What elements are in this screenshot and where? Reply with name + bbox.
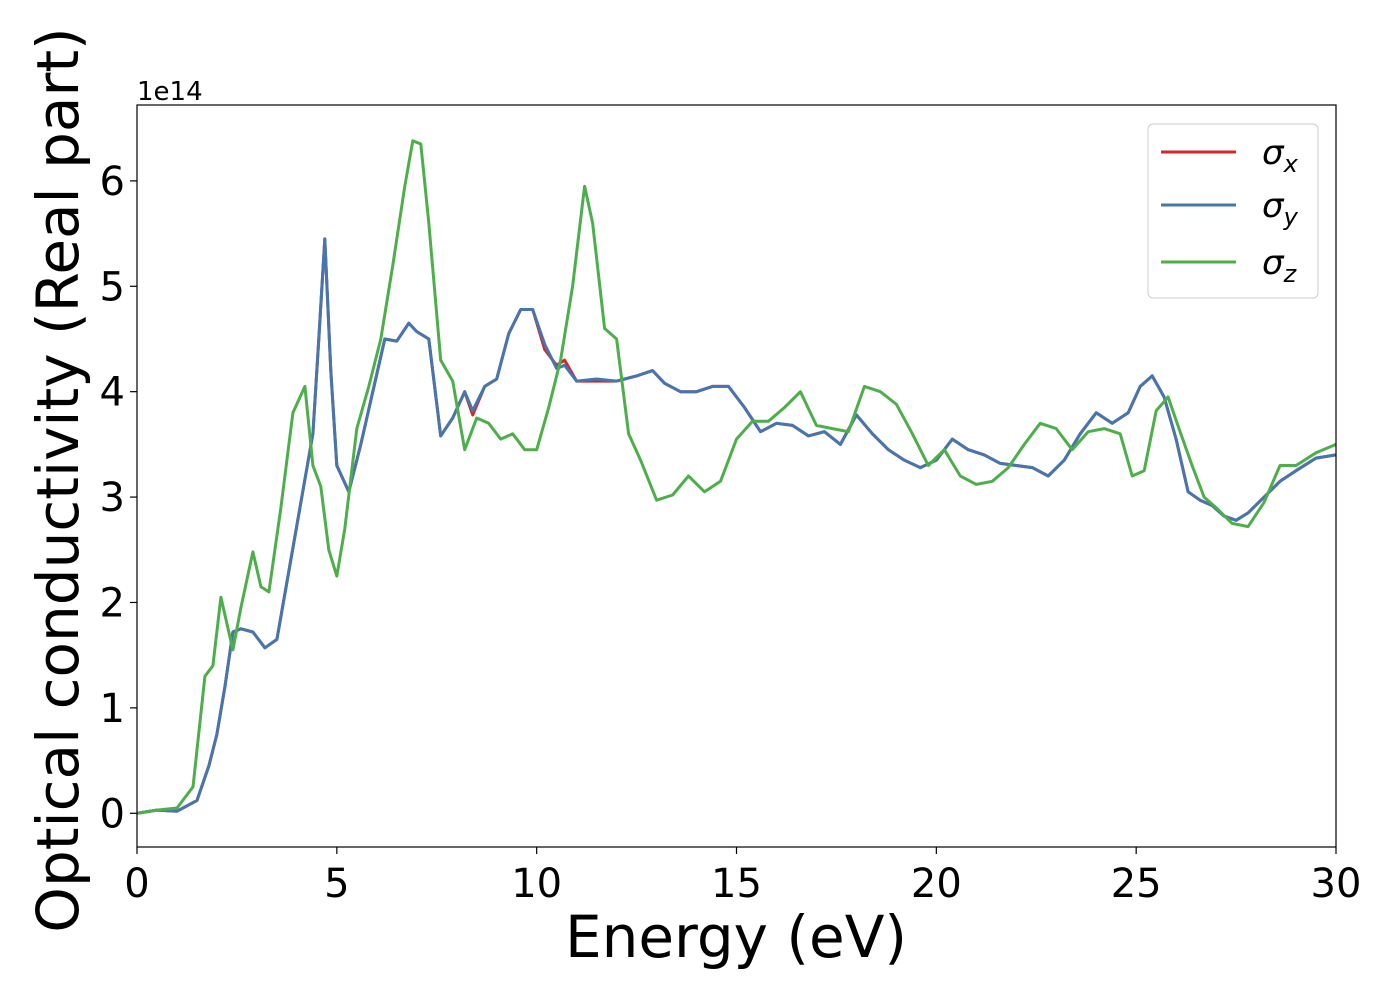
x-axis-title: Energy (eV) xyxy=(565,903,907,971)
legend-label-x: σx xyxy=(1262,133,1299,178)
y-tick-label: 4 xyxy=(100,370,125,416)
y-tick-label: 1 xyxy=(100,686,125,732)
legend-label-z: σz xyxy=(1262,243,1298,288)
series-line-y xyxy=(137,237,1336,815)
y-tick-label: 0 xyxy=(100,791,125,837)
x-tick-label: 30 xyxy=(1311,861,1362,907)
x-tick-label: 5 xyxy=(324,861,349,907)
y-axis-title: Optical conductivity (Real part) xyxy=(24,27,92,932)
series-layer xyxy=(137,139,1336,815)
series-line-z xyxy=(137,139,1336,815)
x-tick-label: 0 xyxy=(124,861,149,907)
legend: σx σy σz xyxy=(1147,123,1319,299)
x-tick-label: 25 xyxy=(1111,861,1162,907)
y-axis: 0 1 2 3 4 5 6 xyxy=(100,159,137,837)
y-tick-label: 5 xyxy=(100,264,125,310)
plot-area xyxy=(136,104,1337,848)
x-tick-label: 20 xyxy=(911,861,962,907)
legend-label-y: σy xyxy=(1262,186,1299,231)
y-tick-label: 6 xyxy=(100,159,125,205)
x-tick-label: 10 xyxy=(511,861,562,907)
y-axis-offset-label: 1e14 xyxy=(137,77,203,107)
x-tick-label: 15 xyxy=(711,861,762,907)
legend-frame xyxy=(1147,123,1319,299)
y-tick-label: 3 xyxy=(100,475,125,521)
y-tick-label: 2 xyxy=(100,580,125,626)
x-axis: 0 5 10 15 20 25 30 xyxy=(124,847,1361,907)
